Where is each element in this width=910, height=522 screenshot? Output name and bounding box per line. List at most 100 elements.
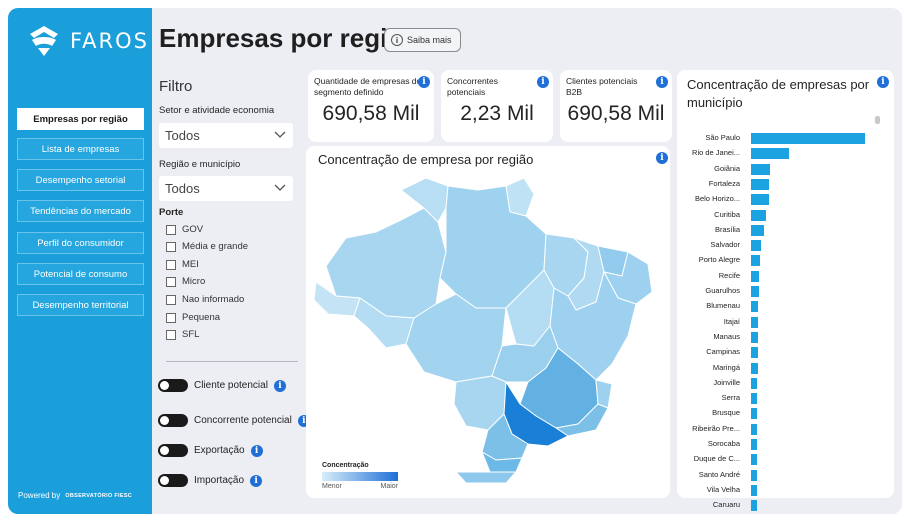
bar[interactable] [751, 148, 789, 160]
info-icon[interactable]: i [250, 474, 263, 487]
bar-row[interactable]: São Paulo [677, 132, 877, 145]
page-title: Empresas por região [159, 23, 418, 53]
saiba-mais-button[interactable]: i Saiba mais [384, 28, 461, 52]
bar-row[interactable]: Maringá [677, 362, 877, 375]
bar-row[interactable]: Vila Velha [677, 484, 877, 497]
bar-row[interactable]: Joinville [677, 377, 877, 390]
bar-row[interactable]: Campinas [677, 346, 877, 359]
toggle-switch[interactable] [158, 414, 188, 427]
bar[interactable] [751, 209, 766, 221]
nav-empresas-por-regiao[interactable]: Empresas por região [17, 108, 144, 130]
scrollbar[interactable] [875, 116, 880, 124]
bar-row[interactable]: Fortaleza [677, 178, 877, 191]
bar-row[interactable]: Rio de Janei... [677, 147, 877, 160]
bar[interactable] [751, 484, 757, 496]
bar[interactable] [751, 286, 759, 297]
bar-row[interactable]: Blumenau [677, 300, 877, 313]
bar-row[interactable]: Guarulhos [677, 285, 877, 298]
porte-option-gov[interactable]: GOV [166, 224, 203, 235]
bar-row[interactable]: Itajaí [677, 316, 877, 329]
toggle-switch[interactable] [158, 444, 188, 457]
bar-row[interactable]: Goiânia [677, 163, 877, 176]
bar[interactable] [751, 408, 757, 420]
checkbox[interactable] [166, 241, 176, 252]
bar[interactable] [751, 377, 757, 389]
toggle-switch[interactable] [158, 474, 188, 487]
nav-perfil-do-consumidor[interactable]: Perfil do consumidor [17, 232, 144, 254]
bar[interactable] [751, 224, 764, 236]
nav-potencial-de-consumo[interactable]: Potencial de consumo [17, 263, 144, 285]
bar[interactable] [751, 393, 757, 405]
bar-row[interactable]: Brasília [677, 224, 877, 237]
info-icon[interactable]: i [656, 152, 668, 164]
porte-option-sfl[interactable]: SFL [166, 329, 199, 340]
bar-row[interactable]: Duque de C... [677, 453, 877, 466]
setor-select[interactable]: Todos [159, 123, 293, 148]
toggle-label: Importação [194, 475, 245, 486]
bar[interactable] [751, 178, 770, 190]
bar-row[interactable]: Manaus [677, 331, 877, 344]
porte-option-micro[interactable]: Micro [166, 276, 205, 287]
bar[interactable] [751, 194, 770, 206]
bar[interactable] [751, 301, 758, 313]
bar[interactable] [751, 133, 865, 144]
nav-desempenho-territorial[interactable]: Desempenho territorial [17, 294, 144, 316]
checkbox[interactable] [166, 312, 176, 323]
bar-row[interactable]: Sorocaba [677, 438, 877, 451]
porte-option-pequena[interactable]: Pequena [166, 312, 220, 323]
bar[interactable] [751, 255, 761, 267]
regiao-select[interactable]: Todos [159, 176, 293, 201]
legend-min: Menor [322, 483, 342, 490]
checkbox[interactable] [166, 329, 176, 340]
bar[interactable] [751, 454, 757, 466]
info-icon[interactable]: i [656, 76, 668, 88]
bar-row[interactable]: Porto Alegre [677, 254, 877, 267]
bar[interactable] [751, 331, 758, 343]
porte-option-mei[interactable]: MEI [166, 259, 199, 270]
legend-title: Concentração [322, 462, 369, 469]
bar-row[interactable]: Serra [677, 392, 877, 405]
bar-row[interactable]: Santo André [677, 469, 877, 482]
bar[interactable] [751, 439, 757, 450]
bar-label: Curitiba [714, 209, 740, 219]
porte-option-media-e-grande[interactable]: Média e grande [166, 241, 248, 252]
bar[interactable] [751, 163, 771, 175]
bar[interactable] [751, 362, 758, 374]
bar-chart-title: Concentração de empresas por município [687, 77, 870, 110]
bar[interactable] [751, 270, 759, 282]
bar-row[interactable]: Salvador [677, 239, 877, 252]
nav-desempenho-setorial[interactable]: Desempenho setorial [17, 169, 144, 191]
brazil-map[interactable] [306, 168, 670, 483]
info-icon[interactable]: i [418, 76, 430, 88]
bar-row[interactable]: Recife [677, 270, 877, 283]
bar[interactable] [751, 469, 757, 481]
bar[interactable] [751, 423, 757, 435]
checkbox[interactable] [166, 224, 176, 235]
checkbox[interactable] [166, 294, 176, 305]
bar[interactable] [751, 500, 757, 512]
kpi-label: Quantidade de empresas do segmento defin… [314, 76, 422, 97]
info-icon[interactable]: i [250, 444, 263, 457]
logo: FAROS [24, 24, 149, 58]
bar[interactable] [751, 240, 762, 252]
info-icon[interactable]: i [273, 379, 286, 392]
saiba-mais-label: Saiba mais [407, 35, 452, 45]
bar-row[interactable]: Caruaru [677, 499, 877, 512]
nav-tendencias-do-mercado[interactable]: Tendências do mercado [17, 200, 144, 222]
bar-label: Porto Alegre [698, 255, 740, 265]
bar-row[interactable]: Curitiba [677, 209, 877, 222]
bar-row[interactable]: Ribeirão Pre... [677, 423, 877, 436]
map-legend: Concentração Menor Maior [322, 462, 398, 490]
info-icon[interactable]: i [537, 76, 549, 88]
checkbox[interactable] [166, 276, 176, 287]
nav-lista-de-empresas[interactable]: Lista de empresas [17, 138, 144, 160]
info-icon[interactable]: i [877, 76, 889, 88]
bar-row[interactable]: Brusque [677, 407, 877, 420]
porte-option-nao-informado[interactable]: Nao informado [166, 294, 244, 305]
toggle-switch[interactable] [158, 379, 188, 392]
bar[interactable] [751, 347, 758, 359]
bar-label: Salvador [710, 240, 740, 250]
bar-row[interactable]: Belo Horizo... [677, 193, 877, 206]
checkbox[interactable] [166, 259, 176, 270]
bar[interactable] [751, 316, 758, 328]
